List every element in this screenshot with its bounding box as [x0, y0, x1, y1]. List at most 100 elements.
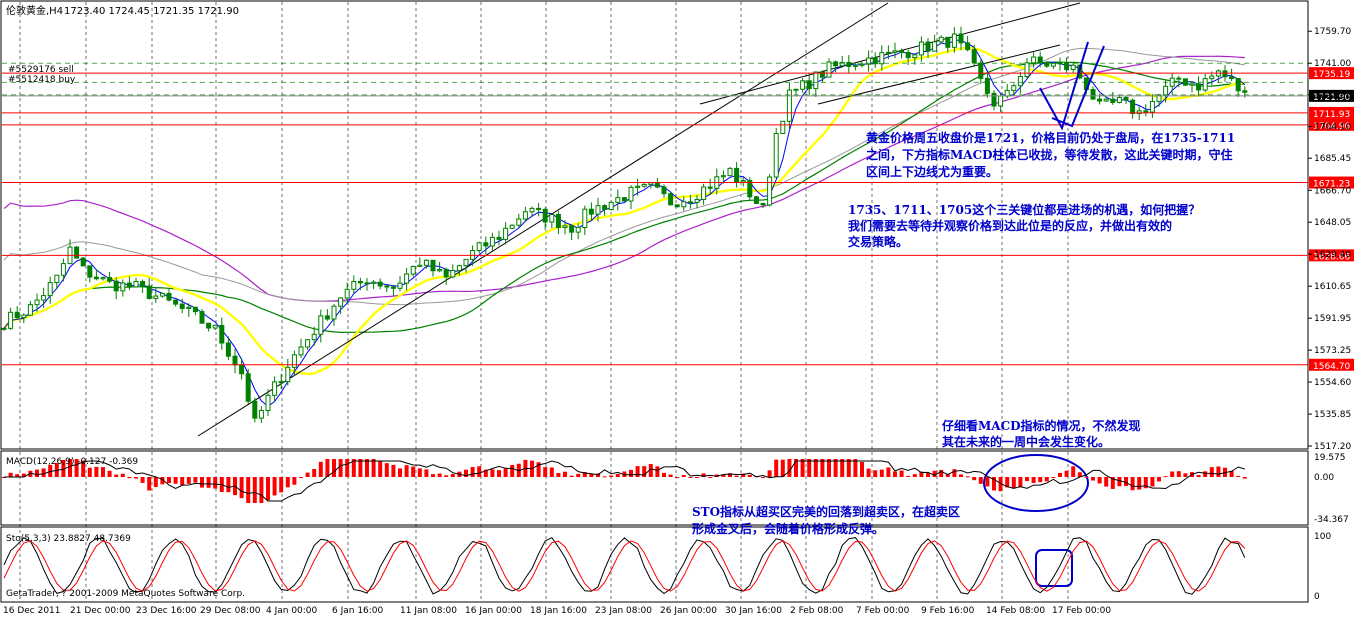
candle-body	[93, 276, 99, 280]
candle-body	[918, 41, 924, 56]
macd-bar	[8, 472, 13, 477]
candle-body	[615, 197, 621, 203]
candle-body	[397, 282, 403, 289]
x-tick-label: 4 Jan 00:00	[266, 606, 318, 616]
candle-body	[522, 211, 528, 220]
macd-histogram	[2, 459, 1247, 503]
macd-bar	[246, 477, 251, 503]
macd-bar	[147, 477, 152, 491]
macd-bar	[503, 468, 508, 477]
candle-body	[503, 227, 509, 240]
candle-body	[1037, 56, 1043, 63]
macd-bar	[635, 466, 640, 477]
macd-bar	[41, 468, 46, 477]
candle-body	[1050, 62, 1056, 67]
macd-bar	[886, 467, 891, 477]
candle-body	[635, 185, 641, 188]
candle-body	[945, 36, 951, 48]
candle-body	[496, 236, 502, 240]
candle-body	[1130, 99, 1136, 114]
macd-bar	[371, 459, 376, 477]
macd-bar	[1170, 471, 1175, 477]
candle-body	[80, 257, 86, 267]
x-tick-label: 29 Dec 08:00	[200, 606, 261, 616]
y-tick-label: 1704.10	[1314, 122, 1351, 132]
macd-bar	[358, 459, 363, 477]
candle-body	[971, 49, 977, 64]
candle-body	[602, 205, 608, 210]
macd-bar	[761, 477, 765, 478]
macd-bar	[424, 469, 429, 477]
macd-bar	[239, 477, 244, 499]
note-3-line-1: 仔细看MACD指标的情况，不然发现	[942, 418, 1141, 433]
macd-bar	[312, 468, 317, 477]
macd-bar	[477, 466, 482, 477]
macd-bar	[675, 477, 680, 478]
candle-body	[687, 201, 693, 204]
macd-bar	[543, 467, 548, 477]
y-tick-label: 1666.70	[1314, 186, 1351, 196]
candle-body	[463, 258, 469, 267]
macd-bar	[833, 459, 838, 477]
macd-bar	[464, 469, 468, 477]
candle-body	[1222, 70, 1228, 78]
candle-body	[285, 366, 291, 383]
macd-bar	[1038, 477, 1043, 483]
candle-body	[1235, 77, 1241, 92]
x-tick-label: 18 Jan 16:00	[530, 606, 587, 616]
macd-bar	[391, 464, 396, 477]
macd-bar	[444, 475, 449, 477]
macd-bar	[622, 471, 627, 477]
candle-body	[760, 202, 766, 206]
candle-body	[1202, 78, 1208, 91]
candle-body	[430, 259, 436, 272]
macd-bar	[252, 477, 257, 503]
candle-body	[595, 205, 601, 215]
candle-body	[1143, 110, 1149, 113]
candle-body	[542, 208, 548, 223]
macd-bar	[1150, 477, 1155, 487]
x-tick-label: 23 Jan 08:00	[595, 606, 652, 616]
macd-bar	[926, 472, 930, 477]
candle-body	[747, 180, 753, 198]
macd-tick-label: -34.367	[1314, 515, 1349, 525]
macd-bar	[965, 476, 970, 478]
candle-body	[753, 196, 759, 204]
candle-body	[582, 208, 588, 228]
y-tick-label: 1648.05	[1314, 218, 1351, 228]
macd-bar	[134, 477, 138, 479]
candle-body	[417, 264, 423, 267]
macd-bar	[1124, 477, 1128, 486]
candle-body	[192, 306, 198, 313]
candle-body	[958, 33, 964, 44]
candle-body	[252, 400, 258, 419]
candle-body	[146, 285, 152, 299]
candle-body	[166, 292, 172, 301]
macd-bar	[1130, 477, 1135, 491]
macd-tick-label: 19.575	[1314, 453, 1346, 463]
macd-bar	[272, 477, 277, 496]
macd-bar	[985, 477, 990, 487]
macd-bar	[807, 459, 812, 477]
macd-bar	[167, 477, 171, 484]
level-tag-label: 1704.96	[1313, 122, 1350, 132]
candle-body	[450, 269, 456, 278]
macd-bar	[259, 477, 264, 503]
macd-bar	[615, 473, 620, 477]
current-price-tag	[1309, 89, 1354, 102]
candle-body	[1024, 62, 1030, 78]
macd-bar	[226, 477, 231, 493]
note-1-line-2: 之间，下方指标MACD柱体已收拢，等待发散，这此关键时期，守住	[866, 147, 1233, 162]
candle-body	[153, 295, 159, 299]
candle-body	[773, 132, 779, 178]
candle-body	[767, 176, 773, 206]
candle-body	[608, 201, 614, 210]
macd-bar	[992, 477, 996, 491]
level-tag	[1309, 118, 1354, 131]
projection-stroke	[1039, 41, 1105, 131]
macd-bar	[536, 462, 541, 477]
macd-bar	[490, 469, 495, 477]
macd-bar	[945, 474, 950, 477]
candle-body	[258, 409, 264, 419]
candle-body	[1064, 62, 1070, 70]
